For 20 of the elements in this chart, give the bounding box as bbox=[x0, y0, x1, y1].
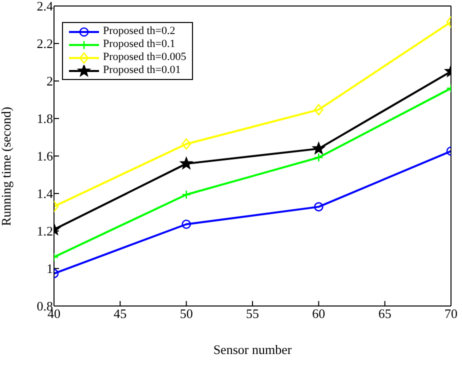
x-axis-title: Sensor number bbox=[213, 342, 292, 357]
x-tick-label: 60 bbox=[312, 306, 326, 322]
y-tick-label: 1.6 bbox=[36, 148, 54, 164]
x-tick-label: 55 bbox=[246, 306, 259, 322]
y-tick-label: 1.2 bbox=[36, 224, 53, 239]
y-tick-label: 1 bbox=[46, 261, 53, 276]
y-axis-title: Running time (second) bbox=[0, 106, 14, 226]
y-tick-label: 2 bbox=[46, 74, 53, 89]
x-tick-label: 50 bbox=[180, 306, 193, 322]
x-tick-label: 65 bbox=[378, 306, 392, 322]
y-tick-label: 2.4 bbox=[36, 0, 54, 14]
y-tick-label: 2.2 bbox=[36, 36, 53, 52]
x-tick-label: 45 bbox=[114, 306, 127, 322]
x-tick-label: 70 bbox=[444, 306, 458, 322]
legend-label: Proposed th=0.005 bbox=[103, 51, 186, 64]
y-tick-label: 1.4 bbox=[36, 186, 54, 202]
legend-label: Proposed th=0.01 bbox=[103, 64, 181, 77]
legend-label: Proposed th=0.2 bbox=[103, 25, 176, 38]
y-tick-label: 1.8 bbox=[36, 111, 53, 126]
legend-label: Proposed th=0.1 bbox=[103, 38, 176, 51]
